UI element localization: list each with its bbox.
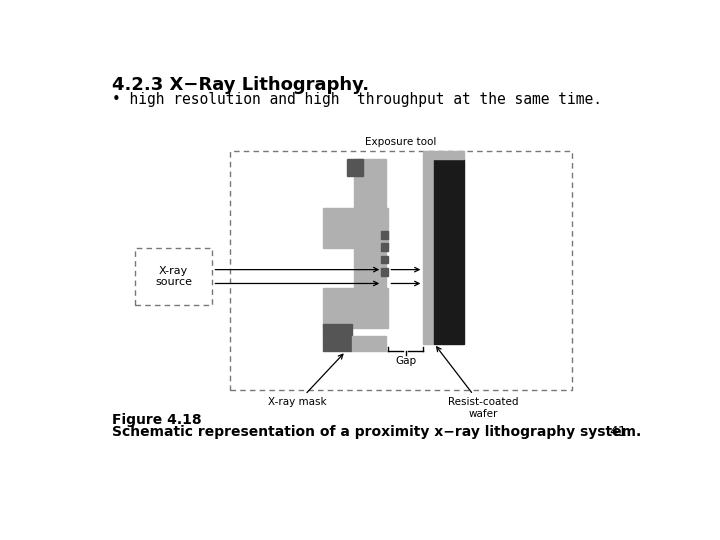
Bar [323, 325, 352, 351]
Bar [230, 151, 572, 390]
Text: X-ray
source: X-ray source [156, 266, 192, 287]
Text: Gap: Gap [395, 356, 416, 366]
Text: Resist-coated
wafer: Resist-coated wafer [436, 347, 519, 419]
Bar [135, 248, 212, 305]
Bar [382, 256, 387, 264]
Bar [423, 159, 434, 343]
Bar [382, 231, 387, 239]
Text: Exposure tool: Exposure tool [365, 137, 436, 147]
Text: Figure 4.18: Figure 4.18 [112, 413, 202, 427]
Bar [323, 208, 388, 248]
Bar [434, 159, 464, 343]
Text: • high resolution and high  throughput at the same time.: • high resolution and high throughput at… [112, 92, 602, 107]
Text: X-ray mask: X-ray mask [269, 354, 343, 408]
Bar [423, 151, 464, 159]
Bar [354, 245, 386, 289]
Bar [382, 244, 387, 251]
Bar [347, 159, 363, 176]
Bar [323, 288, 388, 328]
Bar [352, 336, 386, 351]
Bar [354, 159, 386, 211]
Bar [382, 268, 387, 276]
Text: Schematic representation of a proximity x−ray lithography system.: Schematic representation of a proximity … [112, 425, 641, 439]
Text: 41: 41 [609, 425, 627, 439]
Text: 4.2.3 X−Ray Lithography.: 4.2.3 X−Ray Lithography. [112, 76, 369, 93]
